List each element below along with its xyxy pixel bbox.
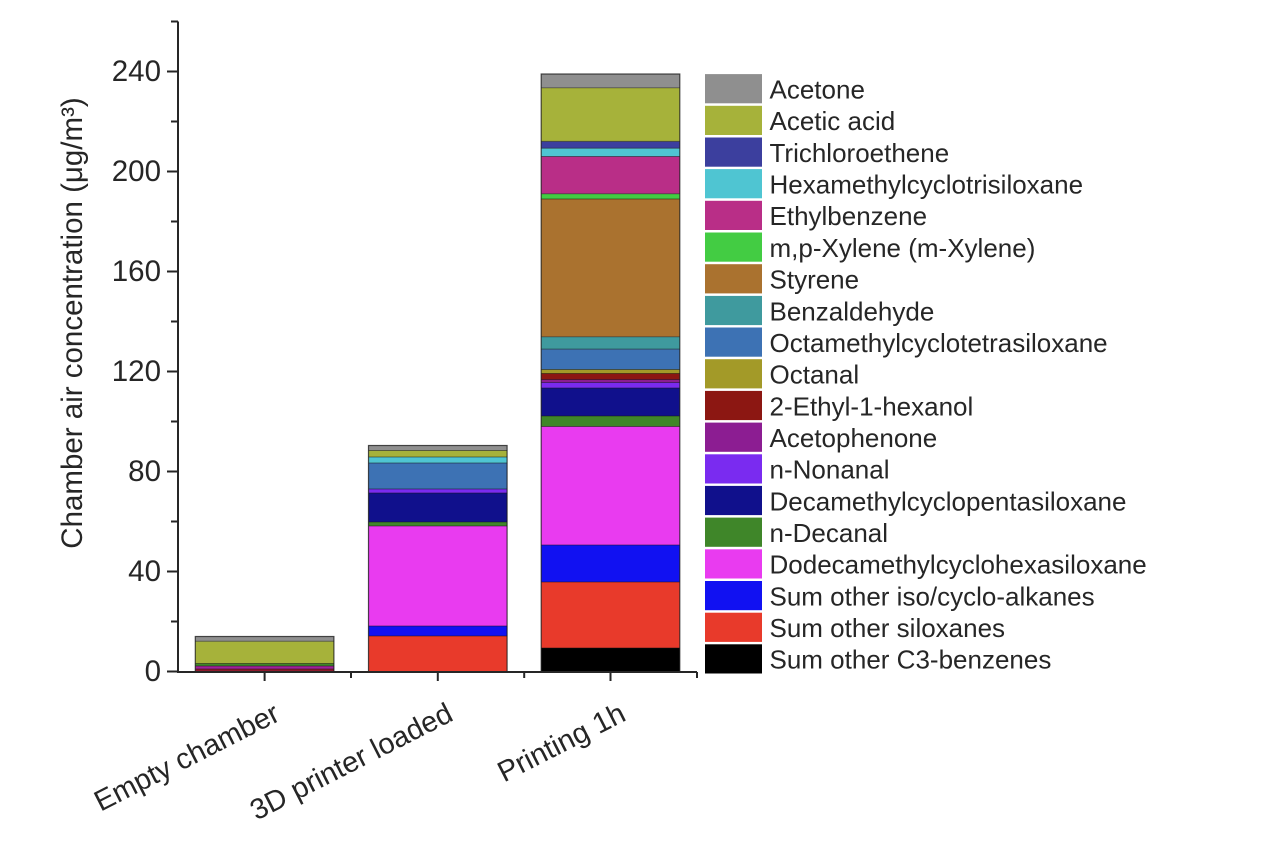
svg-text:n-Decanal: n-Decanal bbox=[770, 518, 889, 548]
svg-text:240: 240 bbox=[112, 55, 161, 88]
svg-text:Acetone: Acetone bbox=[770, 75, 865, 105]
svg-text:Octamethylcyclotetrasiloxane: Octamethylcyclotetrasiloxane bbox=[770, 328, 1108, 358]
svg-text:n-Nonanal: n-Nonanal bbox=[770, 455, 890, 485]
svg-text:Benzaldehyde: Benzaldehyde bbox=[770, 296, 935, 326]
svg-text:Chamber air concentration (μg/: Chamber air concentration (μg/m³) bbox=[56, 97, 89, 548]
svg-text:Hexamethylcyclotrisiloxane: Hexamethylcyclotrisiloxane bbox=[770, 170, 1084, 200]
svg-text:Styrene: Styrene bbox=[770, 265, 860, 295]
svg-text:Decamethylcyclopentasiloxane: Decamethylcyclopentasiloxane bbox=[770, 486, 1127, 516]
svg-text:40: 40 bbox=[128, 555, 161, 588]
svg-text:160: 160 bbox=[112, 255, 161, 288]
svg-text:Acetic acid: Acetic acid bbox=[770, 106, 896, 136]
svg-text:80: 80 bbox=[128, 455, 161, 488]
svg-text:Trichloroethene: Trichloroethene bbox=[770, 138, 950, 168]
svg-text:Acetophenone: Acetophenone bbox=[770, 423, 938, 453]
svg-text:m,p-Xylene (m-Xylene): m,p-Xylene (m-Xylene) bbox=[770, 233, 1036, 263]
svg-text:Sum other C3-benzenes: Sum other C3-benzenes bbox=[770, 645, 1052, 675]
svg-text:Sum other siloxanes: Sum other siloxanes bbox=[770, 613, 1006, 643]
svg-text:Octanal: Octanal bbox=[770, 360, 860, 390]
svg-text:200: 200 bbox=[112, 155, 161, 188]
svg-text:Dodecamethylcyclohexasiloxane: Dodecamethylcyclohexasiloxane bbox=[770, 550, 1147, 580]
svg-text:0: 0 bbox=[145, 655, 161, 688]
svg-text:Sum other iso/cyclo-alkanes: Sum other iso/cyclo-alkanes bbox=[770, 581, 1095, 611]
svg-text:Ethylbenzene: Ethylbenzene bbox=[770, 201, 928, 231]
svg-text:120: 120 bbox=[112, 355, 161, 388]
svg-text:2-Ethyl-1-hexanol: 2-Ethyl-1-hexanol bbox=[770, 391, 974, 421]
